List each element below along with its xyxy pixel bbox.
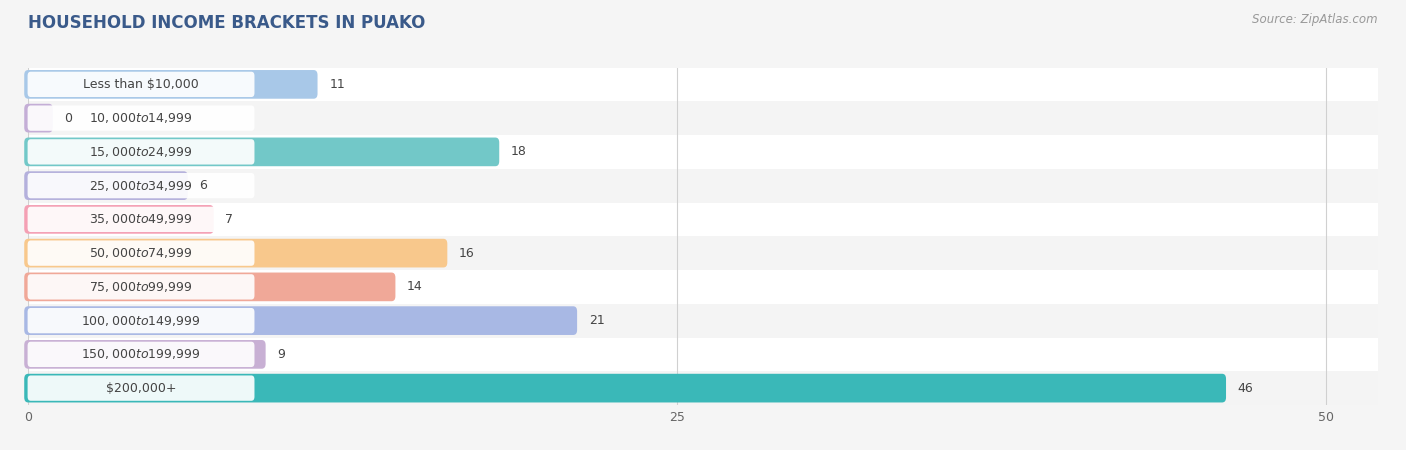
Text: 6: 6 <box>200 179 207 192</box>
FancyBboxPatch shape <box>28 72 254 97</box>
Bar <box>28 169 1378 202</box>
Text: 16: 16 <box>458 247 475 260</box>
Bar <box>28 371 1378 405</box>
Text: $15,000 to $24,999: $15,000 to $24,999 <box>89 145 193 159</box>
Text: Less than $10,000: Less than $10,000 <box>83 78 198 91</box>
FancyBboxPatch shape <box>28 105 254 131</box>
Bar <box>28 202 1378 236</box>
FancyBboxPatch shape <box>24 205 214 234</box>
Bar <box>28 68 1378 101</box>
FancyBboxPatch shape <box>28 274 254 300</box>
FancyBboxPatch shape <box>28 342 254 367</box>
FancyBboxPatch shape <box>24 374 1226 402</box>
Text: $100,000 to $149,999: $100,000 to $149,999 <box>82 314 201 328</box>
Text: $35,000 to $49,999: $35,000 to $49,999 <box>89 212 193 226</box>
Text: 21: 21 <box>589 314 605 327</box>
Text: $75,000 to $99,999: $75,000 to $99,999 <box>89 280 193 294</box>
Text: 18: 18 <box>510 145 527 158</box>
Text: $50,000 to $74,999: $50,000 to $74,999 <box>89 246 193 260</box>
Bar <box>28 270 1378 304</box>
Text: 0: 0 <box>65 112 73 125</box>
Text: 14: 14 <box>408 280 423 293</box>
Text: 11: 11 <box>329 78 344 91</box>
Bar <box>28 135 1378 169</box>
FancyBboxPatch shape <box>28 240 254 266</box>
FancyBboxPatch shape <box>24 306 576 335</box>
FancyBboxPatch shape <box>24 239 447 267</box>
FancyBboxPatch shape <box>28 207 254 232</box>
Text: $150,000 to $199,999: $150,000 to $199,999 <box>82 347 201 361</box>
Text: $200,000+: $200,000+ <box>105 382 176 395</box>
Bar <box>28 338 1378 371</box>
Text: $25,000 to $34,999: $25,000 to $34,999 <box>89 179 193 193</box>
FancyBboxPatch shape <box>24 340 266 369</box>
FancyBboxPatch shape <box>28 308 254 333</box>
Bar <box>28 101 1378 135</box>
Text: 46: 46 <box>1237 382 1254 395</box>
FancyBboxPatch shape <box>24 273 395 301</box>
FancyBboxPatch shape <box>24 104 53 132</box>
FancyBboxPatch shape <box>28 139 254 165</box>
FancyBboxPatch shape <box>24 171 188 200</box>
Bar <box>28 236 1378 270</box>
FancyBboxPatch shape <box>24 70 318 99</box>
FancyBboxPatch shape <box>24 138 499 166</box>
Text: $10,000 to $14,999: $10,000 to $14,999 <box>89 111 193 125</box>
Text: 9: 9 <box>277 348 285 361</box>
Text: HOUSEHOLD INCOME BRACKETS IN PUAKO: HOUSEHOLD INCOME BRACKETS IN PUAKO <box>28 14 426 32</box>
Bar <box>28 304 1378 338</box>
Text: 7: 7 <box>225 213 233 226</box>
Text: Source: ZipAtlas.com: Source: ZipAtlas.com <box>1253 14 1378 27</box>
FancyBboxPatch shape <box>28 173 254 198</box>
FancyBboxPatch shape <box>28 375 254 401</box>
